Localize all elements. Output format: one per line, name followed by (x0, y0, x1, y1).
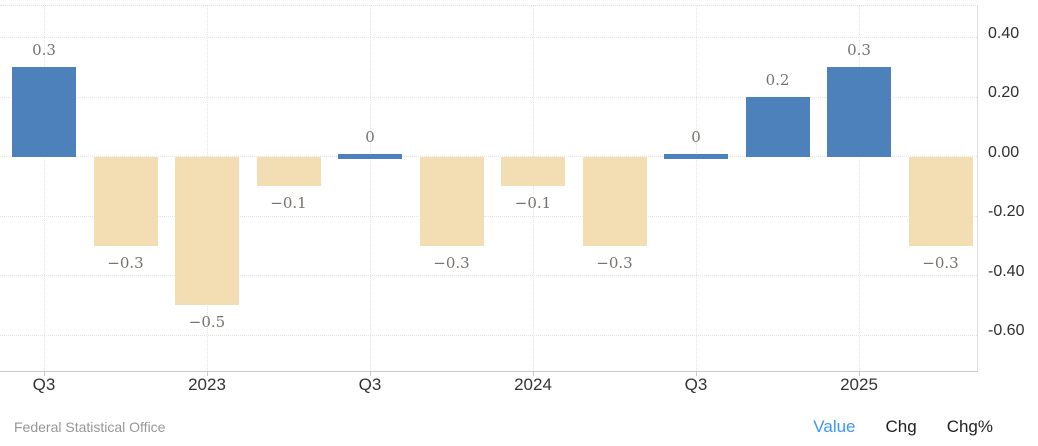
bar (827, 67, 891, 157)
bar (501, 156, 565, 187)
horizontal-gridline (0, 156, 977, 157)
bar-value-label: −0.5 (188, 313, 226, 332)
bar-value-label: −0.1 (270, 194, 307, 213)
mode-tabs: Value Chg Chg% (813, 417, 993, 437)
bar-value-label: −0.3 (433, 253, 470, 272)
horizontal-gridline (0, 96, 977, 98)
tab-value[interactable]: Value (813, 417, 856, 436)
y-axis-tick-label: 0.00 (988, 143, 1020, 161)
bar-value-label: −0.3 (596, 253, 633, 272)
horizontal-gridline (0, 275, 977, 276)
x-axis-tick-label: Q3 (684, 375, 708, 394)
vertical-gridline (858, 6, 860, 371)
y-axis-tick-label: 0.40 (988, 24, 1020, 42)
x-axis-tick (369, 372, 371, 376)
tab-chg-pct[interactable]: Chg% (946, 417, 993, 436)
source-label: Federal Statistical Office (14, 419, 166, 435)
bar-value-label: −0.3 (107, 253, 144, 272)
x-axis-tick-label: Q3 (32, 375, 56, 394)
vertical-gridline (369, 6, 371, 371)
bar (256, 156, 321, 187)
x-axis-tick-label: 2023 (188, 375, 226, 394)
y-axis-tick-label: 0.20 (988, 84, 1020, 101)
vertical-gridline (43, 6, 45, 371)
bar-value-label: 0 (691, 127, 701, 146)
x-axis-tick (695, 372, 697, 376)
x-axis-tick-label: 2024 (514, 375, 552, 394)
bar (338, 153, 402, 159)
vertical-gridline (695, 6, 697, 371)
x-axis-tick (858, 372, 860, 376)
y-axis-tick-label: -0.60 (988, 322, 1025, 339)
bar-value-label: 0 (365, 127, 375, 146)
y-axis-tick-label: -0.40 (988, 262, 1025, 280)
bar (12, 67, 76, 157)
bar (664, 153, 728, 159)
y-axis-tick-label: -0.20 (988, 203, 1025, 220)
bar-value-label: −0.3 (922, 253, 959, 272)
tab-chg[interactable]: Chg (885, 417, 917, 436)
bar (175, 156, 239, 306)
horizontal-gridline (0, 37, 977, 38)
bar (93, 156, 158, 246)
horizontal-gridline (0, 334, 977, 336)
plot-area: 0.3 −0.3 −0.5 −0.1 0 −0.3 −0.1 −0.3 0 0.2 0.3 −0.3 (0, 5, 978, 372)
x-axis-tick-label: Q3 (358, 375, 382, 394)
bar (582, 156, 647, 246)
horizontal-gridline (0, 215, 977, 217)
bar (908, 156, 973, 246)
bar-value-label: 0.3 (847, 41, 871, 60)
bar-value-label: −0.1 (514, 194, 552, 213)
vertical-gridline (532, 6, 534, 371)
bar-value-label: 0.2 (765, 71, 790, 89)
bar-value-label: 0.3 (32, 41, 56, 60)
x-axis-tick-label: 2025 (840, 375, 878, 394)
x-axis-tick (532, 372, 534, 376)
x-axis-tick (43, 372, 45, 376)
x-axis-tick (206, 372, 208, 376)
bar (419, 156, 484, 246)
bar (745, 97, 810, 157)
